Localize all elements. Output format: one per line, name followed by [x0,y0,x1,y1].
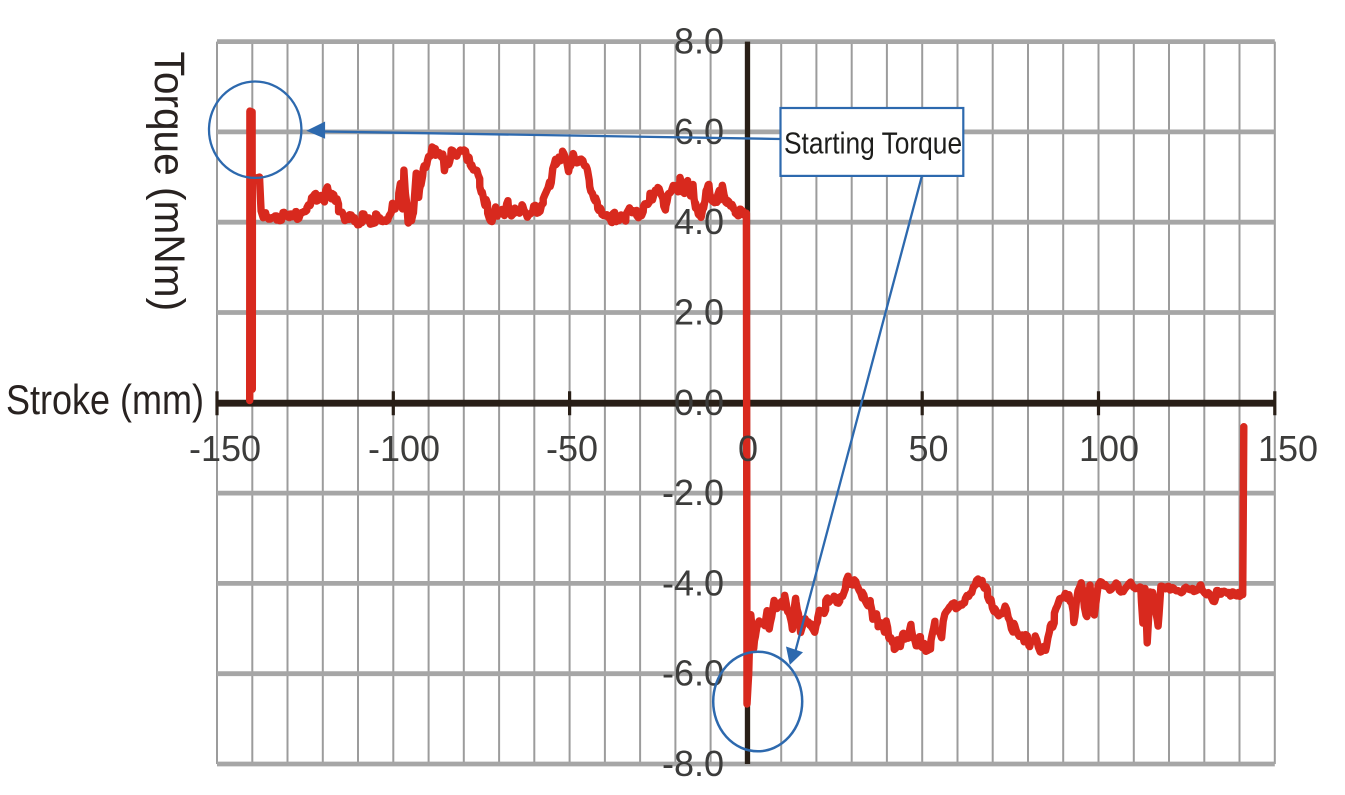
svg-text:100: 100 [1079,428,1139,469]
svg-text:-4.0: -4.0 [662,562,724,603]
svg-text:8.0: 8.0 [674,21,724,62]
svg-text:-100: -100 [368,428,440,469]
svg-text:-50: -50 [546,428,598,469]
svg-text:-150: -150 [189,428,261,469]
svg-text:6.0: 6.0 [674,111,724,152]
svg-text:Stroke (mm): Stroke (mm) [6,377,204,423]
svg-text:0.0: 0.0 [674,382,724,423]
svg-text:50: 50 [908,428,948,469]
svg-text:150: 150 [1258,428,1318,469]
svg-text:Torque (mNm): Torque (mNm) [146,52,194,312]
svg-text:0: 0 [738,428,758,469]
svg-text:Starting Torque: Starting Torque [784,127,962,161]
svg-text:-6.0: -6.0 [662,653,724,694]
svg-text:2.0: 2.0 [674,292,724,333]
svg-text:4.0: 4.0 [674,201,724,242]
svg-text:-2.0: -2.0 [662,472,724,513]
svg-text:-8.0: -8.0 [662,743,724,784]
